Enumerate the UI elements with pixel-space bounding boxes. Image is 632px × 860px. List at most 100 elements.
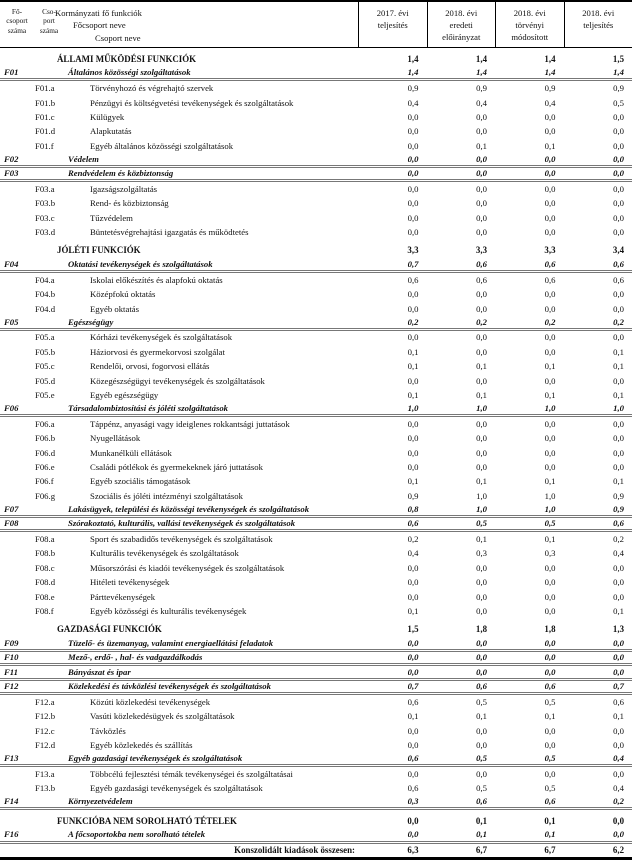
row-value: 0,0 (476, 447, 487, 458)
row-name-cell: F13 Egyéb gazdasági tevékenységek és szol… (0, 754, 358, 763)
table-row-F03.b: F03.b Rend- és közbiztonság 0,0 0,0 0,0 0,0 (0, 197, 632, 211)
row-value: 0,0 (613, 183, 624, 194)
row-code: F12.d (35, 740, 56, 751)
row-code: F05.b (35, 346, 56, 357)
table-row-F01.a: F01.a Törvényhozó és végrehajtó szervek 0,… (0, 81, 632, 95)
row-value: 6,7 (544, 844, 556, 855)
row-value: 0,4 (407, 548, 419, 559)
row-name-cell: F05.a Kórházi tevékenységek és szolgáltat… (0, 333, 358, 342)
row-code: F01 (4, 67, 19, 78)
header-function-names: Kormányzati fő funkciók Főcsoport neve C… (0, 2, 358, 44)
row-value: 0,0 (544, 577, 556, 588)
row-value: 0,2 (407, 316, 419, 327)
row-code: F06.a (35, 418, 55, 429)
row-value: 0,0 (476, 227, 487, 238)
row-code: F04 (4, 259, 19, 270)
row-name-cell: F06.g Szociális és jóléti intézményi szol… (0, 492, 358, 501)
row-code: F05.c (35, 361, 55, 372)
table-row-F07: F07 Lakásügyek, települési és közösségi t… (0, 503, 632, 518)
row-value: 0,0 (613, 666, 624, 677)
row-code: F12.a (35, 696, 55, 707)
table-row-F04.b: F04.b Középfokú oktatás 0,0 0,0 0,0 0,0 (0, 287, 632, 301)
row-value: 0,1 (544, 829, 556, 840)
row-code: F05.d (35, 375, 56, 386)
row-name-cell: F08.a Sport és szabadidős tevékenységek é… (0, 535, 358, 544)
row-code: F06 (4, 402, 19, 413)
row-value: 0,0 (544, 168, 556, 179)
row-value: 0,0 (407, 768, 419, 779)
row-name-cell: F01 Általános közösségi szolgáltatások (0, 68, 358, 77)
row-value: 0,4 (613, 548, 624, 559)
row-value: 0,1 (544, 476, 556, 487)
row-label: Sport és szabadidős tevékenységek és szo… (90, 533, 273, 544)
row-name-cell: F05 Egészségügy (0, 316, 358, 327)
row-value: 0,0 (476, 153, 487, 164)
row-value: 0,7 (407, 259, 419, 270)
row-name-cell: F12.a Közúti közlekedési tevékenységek (0, 698, 358, 707)
table-row-F12.a: F12.a Közúti közlekedési tevékenységek 0,6… (0, 695, 632, 709)
row-name-cell: F11 Bányászat és ipar (0, 667, 358, 677)
row-value: 0,0 (544, 562, 556, 573)
row-name-cell: F01.f Egyéb általános közösségi szolgálta… (0, 142, 358, 151)
table-row-F01.c: F01.c Külügyek 0,0 0,0 0,0 0,0 (0, 110, 632, 124)
row-name-cell: F13.b Egyéb gazdasági tevékenységek és sz… (0, 784, 358, 793)
row-value: 0,0 (476, 126, 487, 137)
table-row-F05.a: F05.a Kórházi tevékenységek és szolgáltat… (0, 331, 632, 345)
row-value: 0,1 (613, 605, 624, 616)
row-value: 0,0 (407, 112, 419, 123)
row-value: 0,1 (407, 476, 419, 487)
row-value: 0,1 (544, 140, 556, 151)
row-label: Kórházi tevékenységek és szolgáltatások (90, 332, 233, 343)
row-value: 0,1 (476, 829, 487, 840)
row-code: F05 (4, 316, 19, 327)
row-label: Vasúti közlekedésügyek és szolgáltatások (90, 711, 235, 722)
table-row-section: ÁLLAMI MŰKÖDÉSI FUNKCIÓK 1,4 1,4 1,4 1,5 (0, 48, 632, 67)
table-row-F05: F05 Egészségügy 0,2 0,2 0,2 0,2 (0, 316, 632, 331)
row-code: F08 (4, 518, 19, 529)
row-value: 1,5 (407, 624, 419, 634)
row-name-cell: F01.b Pénzügyi és költségvetési tevékenys… (0, 98, 358, 108)
table-row-F05.e: F05.e Egyéb egészségügy 0,1 0,1 0,1 0,1 (0, 388, 632, 402)
row-value: 0,8 (407, 503, 419, 514)
row-label: Általános közösségi szolgáltatások (68, 67, 191, 78)
row-value: 0,0 (407, 815, 419, 826)
row-label: Munkanélküli ellátások (90, 447, 172, 458)
row-value: 0,0 (476, 768, 487, 779)
row-value: 0,2 (613, 316, 624, 327)
row-value: 0,9 (407, 83, 419, 94)
row-value: 0,0 (544, 183, 556, 194)
row-value: 0,0 (476, 605, 487, 616)
row-value: 0,1 (544, 711, 556, 722)
row-name-cell: F14 Környezetvédelem (0, 797, 358, 806)
row-value: 0,0 (476, 433, 487, 444)
row-value: 0,0 (544, 652, 556, 663)
row-label: Rend- és közbiztonság (90, 198, 169, 209)
row-name-cell: F01.a Törvényhozó és végrehajtó szervek (0, 84, 358, 93)
row-value: 0,5 (476, 518, 487, 529)
row-value: 0,0 (613, 725, 624, 736)
table-row-F02: F02 Védelem 0,0 0,0 0,0 0,0 (0, 153, 632, 168)
row-value: 0,0 (544, 289, 556, 300)
row-value: 0,0 (544, 740, 556, 751)
row-code: F02 (4, 153, 19, 164)
table-row-F03.c: F03.c Tűzvédelem 0,0 0,0 0,0 0,0 (0, 211, 632, 225)
row-value: 1,8 (475, 624, 487, 634)
row-value: 0,0 (476, 112, 487, 123)
row-code: F06.g (35, 490, 56, 501)
row-value: 0,0 (476, 577, 487, 588)
row-value: 0,6 (476, 680, 487, 691)
row-value: 0,7 (613, 680, 624, 691)
row-value: 0,0 (544, 591, 556, 602)
row-code: F16 (4, 829, 19, 840)
row-value: 0,0 (613, 303, 624, 314)
row-value: 0,9 (613, 503, 624, 514)
row-value: 0,0 (476, 725, 487, 736)
row-value: 0,5 (476, 696, 487, 707)
row-value: 0,4 (613, 783, 624, 794)
row-value: 0,6 (544, 274, 556, 285)
table-row-F08.d: F08.d Hitéleti tevékenységek 0,0 0,0 0,0 0,0 (0, 575, 632, 589)
row-value: 0,5 (476, 783, 487, 794)
table-row-F08.e: F08.e Párttevékenységek 0,0 0,0 0,0 0,0 (0, 590, 632, 604)
row-label: Mező-, erdő- , hal- és vadgazdálkodás (68, 652, 203, 663)
row-label: Tüzelő- és üzemanyag, valamint energiael… (68, 637, 274, 648)
